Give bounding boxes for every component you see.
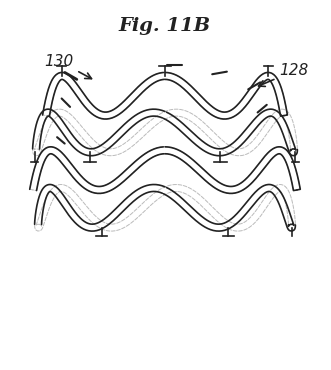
Text: Fig. 11B: Fig. 11B: [119, 17, 211, 36]
Text: 130: 130: [44, 54, 91, 79]
Text: 128: 128: [259, 64, 308, 87]
